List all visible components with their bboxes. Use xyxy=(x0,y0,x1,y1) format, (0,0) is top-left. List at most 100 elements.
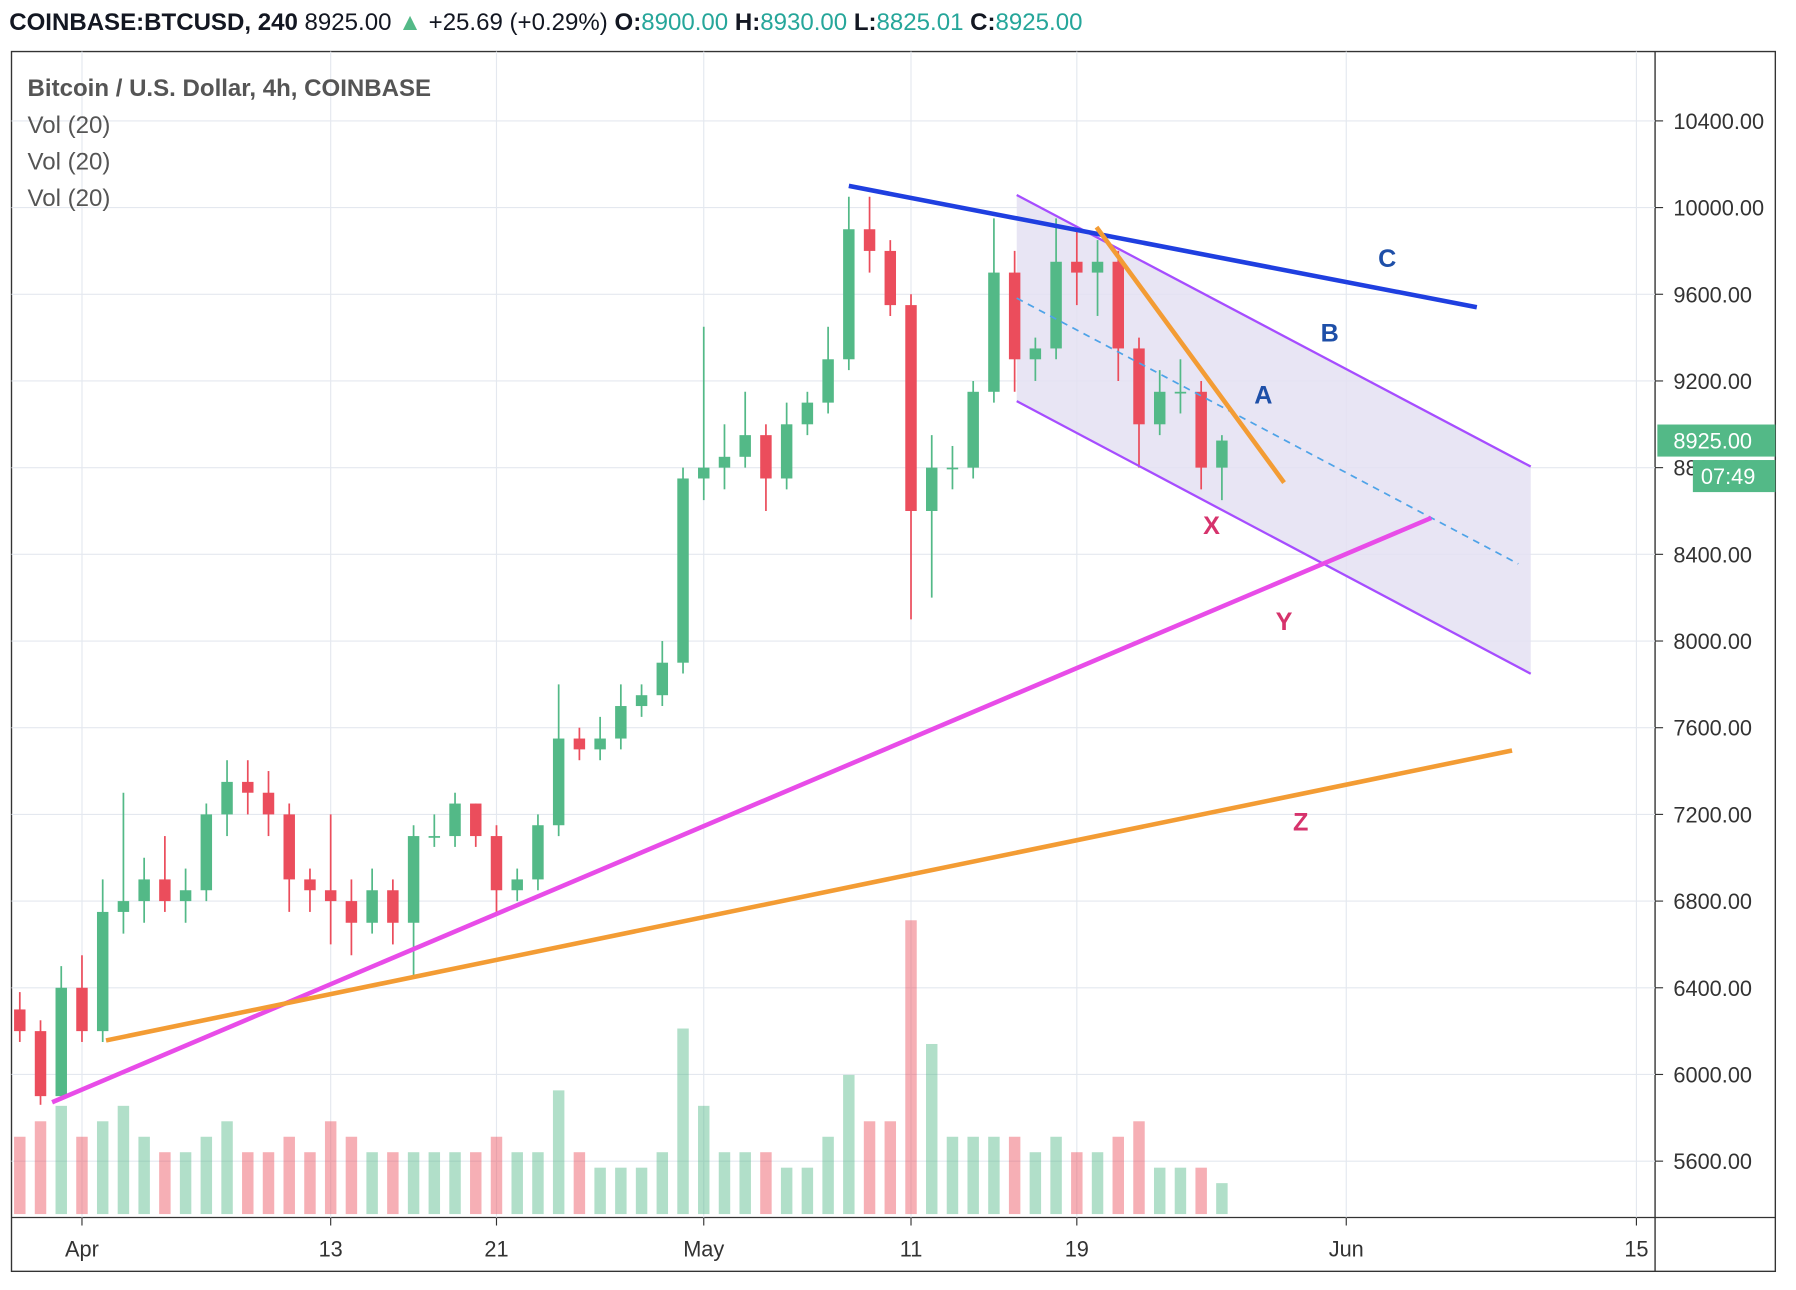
trend-line xyxy=(105,748,1513,1043)
candle-body xyxy=(200,814,213,891)
channel-lower xyxy=(1016,400,1532,675)
volume-bar xyxy=(532,1152,544,1215)
drawings: C B A X Y Z xyxy=(51,183,1532,1105)
volume-bar xyxy=(1174,1167,1187,1215)
indicator-label: Vol (20) xyxy=(28,185,111,212)
candle-body xyxy=(14,1009,26,1032)
candle-body xyxy=(822,359,834,403)
candle-body xyxy=(926,467,938,511)
candle-body xyxy=(407,836,420,923)
volume-bar xyxy=(55,1105,67,1215)
y-tick-label: 5600.00 xyxy=(1673,1149,1752,1174)
x-tick-label: 21 xyxy=(484,1236,508,1261)
candle-body xyxy=(428,836,441,838)
countdown-tag xyxy=(1692,460,1776,493)
candle-body xyxy=(76,987,88,1032)
candle-body xyxy=(905,305,917,511)
annotation: Z xyxy=(1293,808,1308,836)
frame xyxy=(10,50,1777,1273)
volume-bar xyxy=(14,1136,26,1215)
candle-body xyxy=(863,229,876,251)
header: COINBASE:BTCUSD, 240 8925.00 ▲ +25.69 (+… xyxy=(9,9,1082,36)
candle-body xyxy=(34,1031,47,1097)
volume-bar xyxy=(407,1152,420,1215)
annotation: X xyxy=(1203,512,1220,540)
candles xyxy=(14,196,1228,1105)
candle-body xyxy=(1153,391,1166,425)
volume-bar xyxy=(718,1152,731,1215)
candle-body xyxy=(677,478,689,663)
candle-body xyxy=(946,467,959,470)
high: 8930.00 xyxy=(760,9,847,36)
candle-body xyxy=(117,901,130,912)
volume-bar xyxy=(905,920,917,1215)
volume-bar xyxy=(573,1152,586,1215)
annotation: A xyxy=(1254,381,1272,409)
y-tick-label: 6000.00 xyxy=(1673,1062,1752,1087)
open: 8900.00 xyxy=(641,9,728,36)
volume-bar xyxy=(615,1167,627,1215)
candle-body xyxy=(884,250,897,306)
y-tick-label: 10000.00 xyxy=(1673,196,1764,221)
y-tick-label: 7600.00 xyxy=(1673,716,1752,741)
candle-body xyxy=(615,706,627,739)
volume-bar xyxy=(159,1152,171,1215)
candle-body xyxy=(739,435,751,457)
volume-bar xyxy=(988,1136,1000,1215)
candle-body xyxy=(1091,261,1104,273)
candle-body xyxy=(967,391,979,468)
volume-bar xyxy=(739,1152,751,1215)
volume-bar xyxy=(96,1121,109,1215)
candle-body xyxy=(1112,261,1124,349)
candle-body xyxy=(698,467,710,479)
low: 8825.01 xyxy=(877,9,964,36)
channel-upper xyxy=(1016,193,1532,468)
x-tick-label: Jun xyxy=(1329,1236,1364,1261)
indicator-label: Vol (20) xyxy=(28,112,111,139)
candle-body xyxy=(345,901,358,923)
candle-body xyxy=(1029,348,1042,360)
candle-body xyxy=(760,435,772,479)
candle-body xyxy=(324,890,337,902)
candle-body xyxy=(242,781,254,793)
close: 8925.00 xyxy=(996,9,1083,36)
volume-bar xyxy=(1112,1136,1124,1215)
high-label: H: xyxy=(735,9,760,36)
volume-pane xyxy=(14,920,1228,1215)
volume-bar xyxy=(283,1136,295,1215)
volume-bar xyxy=(677,1028,689,1215)
candle-body xyxy=(366,890,378,923)
volume-bar xyxy=(1029,1152,1042,1215)
y-tick-label: 6400.00 xyxy=(1673,976,1752,1001)
volume-bar xyxy=(428,1152,441,1215)
candle-body xyxy=(1050,261,1062,349)
volume-bar xyxy=(780,1167,793,1215)
volume-bar xyxy=(511,1152,523,1215)
volume-bar xyxy=(1195,1167,1207,1215)
volume-bar xyxy=(926,1043,938,1215)
candle-body xyxy=(138,879,150,902)
volume-bar xyxy=(387,1152,399,1215)
volume-bar xyxy=(656,1152,669,1215)
countdown: 07:49 xyxy=(1701,464,1755,489)
candle-body xyxy=(304,879,316,891)
grid xyxy=(11,51,1656,1218)
volume-bar xyxy=(801,1167,814,1215)
volume-bar xyxy=(822,1136,834,1215)
axes: 5600.00 6000.00 6400.00 6800.00 7200.00 7600.… xyxy=(65,109,1764,1262)
candle-body xyxy=(1174,391,1187,394)
candle-body xyxy=(449,803,461,837)
volume-bar xyxy=(449,1152,461,1215)
indicator-label: Vol (20) xyxy=(28,149,111,176)
candle-body xyxy=(1071,261,1083,273)
candle-body xyxy=(594,738,606,750)
channel-mid xyxy=(1016,297,1519,565)
annotation: Y xyxy=(1276,608,1293,636)
chart-title: Bitcoin / U.S. Dollar, 4h, COINBASE xyxy=(28,75,432,102)
candle-body xyxy=(1216,440,1228,468)
volume-bar xyxy=(490,1136,503,1215)
change: +25.69 (+0.29%) xyxy=(429,9,608,36)
candle-body xyxy=(573,738,586,750)
